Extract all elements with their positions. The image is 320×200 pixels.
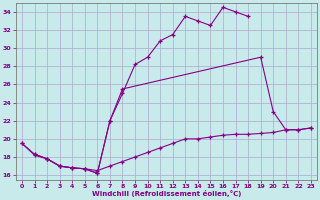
X-axis label: Windchill (Refroidissement éolien,°C): Windchill (Refroidissement éolien,°C) [92,190,241,197]
